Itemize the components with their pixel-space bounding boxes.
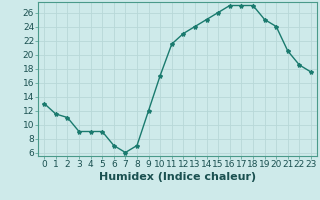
X-axis label: Humidex (Indice chaleur): Humidex (Indice chaleur) <box>99 172 256 182</box>
